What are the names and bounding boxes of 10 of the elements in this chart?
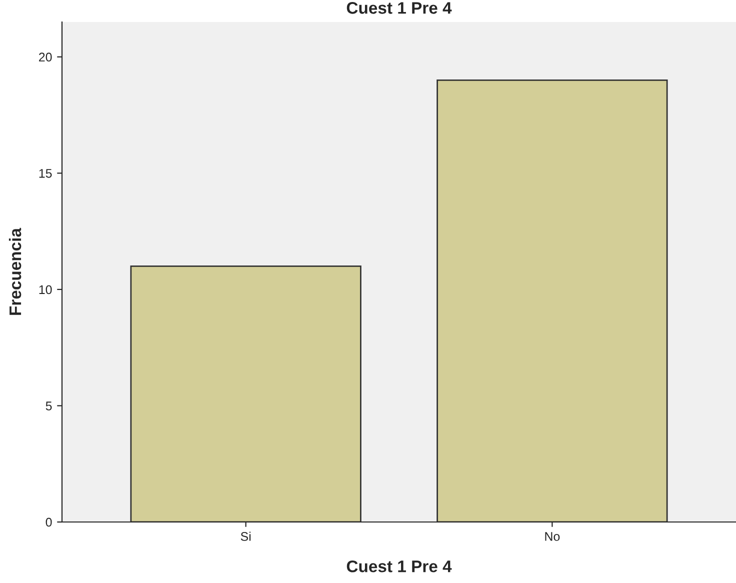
y-tick-label: 20: [39, 52, 52, 62]
y-tick-label: 0: [46, 518, 52, 527]
y-tick-label: 5: [46, 402, 52, 410]
y-axis-title: Frecuencia: [8, 228, 22, 315]
y-tick-label: 10: [39, 285, 52, 294]
x-tick-label: No: [545, 532, 560, 541]
y-tick-label: 15: [39, 169, 52, 178]
x-tick-label: Si: [240, 532, 251, 541]
chart-title: Cuest 1 Pre 4: [346, 2, 452, 14]
x-axis-title: Cuest 1 Pre 4: [346, 560, 452, 572]
